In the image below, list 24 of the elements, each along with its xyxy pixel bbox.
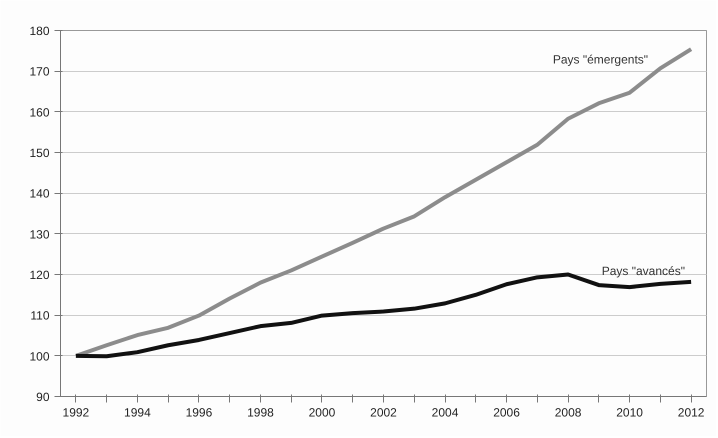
y-tick-label: 150: [29, 146, 50, 160]
y-tick-label: 100: [29, 349, 50, 364]
x-tick-label: 2000: [308, 406, 336, 420]
y-tick-label: 110: [30, 308, 50, 323]
y-tick-label: 180: [29, 24, 50, 38]
x-tick-label: 2012: [678, 406, 705, 420]
x-tick-label: 2004: [432, 406, 459, 420]
y-tick-label: 140: [29, 186, 50, 201]
x-tick-label: 1996: [186, 406, 213, 420]
series-label: Pays "émergents": [552, 52, 648, 66]
x-tick-label: 2008: [554, 406, 582, 420]
line-series: [74, 47, 694, 358]
x-tick-label: 2006: [493, 406, 520, 420]
x-tick-label: 1992: [62, 406, 90, 420]
y-tick-label: 160: [29, 105, 50, 120]
y-tick-label: 120: [29, 268, 50, 282]
x-tick-label: 2002: [370, 406, 398, 420]
x-tick-label: 2010: [616, 406, 644, 420]
x-tick-label: 1998: [247, 406, 274, 420]
y-tick-label: 130: [29, 227, 50, 242]
y-tick-label: 90: [36, 390, 50, 404]
x-tick-label: 1994: [124, 406, 152, 420]
series-label: Pays "avancés": [602, 264, 685, 278]
y-tick-label: 170: [29, 64, 50, 79]
